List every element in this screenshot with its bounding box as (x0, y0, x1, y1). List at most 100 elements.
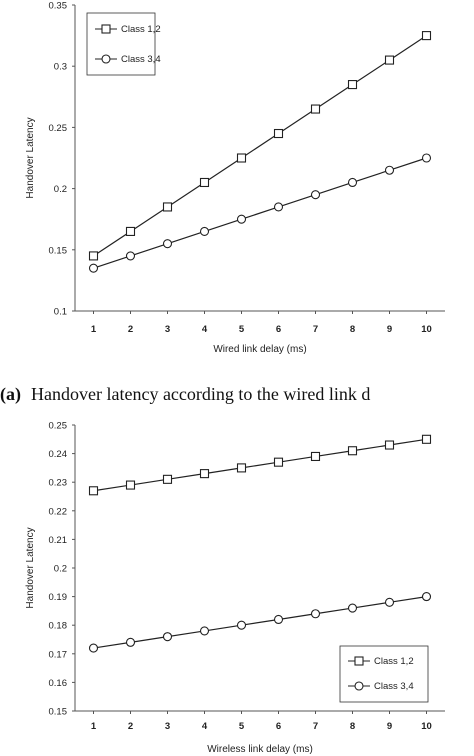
chart-b-y-tick-label: 0.18 (49, 621, 68, 632)
chart-b-y-tick-label: 0.2 (54, 564, 67, 575)
chart-a-point-class-1-2 (384, 55, 395, 65)
chart-a-point-class-1-2 (199, 177, 210, 188)
legend-a-label-class-3-4: Class 3,4 (121, 54, 161, 65)
chart-a-y-label: Handover Latency (25, 117, 36, 198)
legend-a-label-class-1-2: Class 1,2 (121, 24, 161, 35)
chart-a-series-line-class-3-4 (93, 157, 427, 269)
chart-b-x-label: Wireless link delay (ms) (207, 744, 313, 755)
chart-b-point-class-3-4 (125, 637, 136, 647)
chart-a-point-class-1-2 (236, 153, 247, 163)
chart-a-x-tick-label: 6 (276, 324, 281, 335)
panel-a-caption-text: Handover latency according to the wired … (31, 384, 370, 404)
chart-a-legend-box (86, 12, 156, 76)
chart-a-point-class-3-4 (384, 165, 395, 175)
chart-b-y-tick-label: 0.23 (49, 478, 68, 489)
chart-b-point-class-3-4 (347, 603, 358, 613)
chart-b-series-line-class-3-4 (93, 596, 427, 649)
legend-a-marker-class-1-2 (101, 24, 111, 34)
chart-b-point-class-3-4 (310, 609, 321, 619)
chart-a: Handover Latency Wired link delay (ms) 0… (25, 1, 445, 355)
panel-a-caption: (a) Handover latency according to the wir… (0, 384, 370, 405)
chart-a-point-class-3-4 (421, 153, 432, 163)
chart-b: Handover Latency Wireless link delay (ms… (25, 421, 445, 755)
chart-b-x-tick-label: 4 (202, 721, 208, 732)
chart-b-point-class-1-2 (347, 446, 358, 456)
chart-b-x-tick-label: 8 (350, 721, 355, 732)
chart-a-point-class-1-2 (421, 31, 432, 41)
chart-a-point-class-1-2 (347, 80, 358, 90)
chart-b-point-class-1-2 (310, 451, 321, 462)
chart-a-x-tick-label: 2 (128, 324, 133, 335)
chart-a-point-class-1-2 (162, 202, 173, 212)
chart-b-x-tick-label: 7 (313, 721, 318, 732)
chart-a-x-tick-label: 9 (387, 324, 392, 335)
chart-a-point-class-3-4 (236, 214, 247, 224)
chart-a-x-tick-label: 7 (313, 324, 318, 335)
chart-b-y-label: Handover Latency (25, 527, 36, 608)
chart-a-point-class-1-2 (125, 226, 136, 236)
chart-b-point-class-1-2 (162, 474, 173, 484)
chart-b-point-class-3-4 (273, 614, 284, 625)
legend-a-marker-class-3-4 (101, 54, 111, 64)
chart-b-point-class-1-2 (88, 486, 99, 496)
chart-a-y-tick-label: 0.25 (49, 123, 68, 134)
chart-b-point-class-3-4 (236, 620, 247, 630)
chart-a-x-tick-label: 3 (165, 324, 170, 335)
chart-a-legend: Class 1,2 Class 3,4 (86, 12, 161, 76)
chart-b-point-class-3-4 (162, 632, 173, 642)
chart-b-point-class-1-2 (125, 480, 136, 490)
chart-b-x-tick-label: 2 (128, 721, 133, 732)
chart-b-x-tick-label: 9 (387, 721, 392, 732)
legend-b-label-class-3-4: Class 3,4 (374, 681, 414, 692)
chart-b-y-tick-label: 0.25 (49, 421, 68, 432)
chart-b-point-class-1-2 (384, 440, 395, 450)
chart-a-x-tick-label: 5 (239, 324, 245, 335)
chart-b-x-tick-label: 5 (239, 721, 245, 732)
chart-a-y-tick-label: 0.15 (49, 245, 68, 256)
chart-a-point-class-3-4 (125, 251, 136, 261)
chart-a-series-line-class-1-2 (93, 35, 427, 257)
chart-a-point-class-3-4 (199, 226, 210, 236)
chart-b-x-tick-label: 6 (276, 721, 281, 732)
chart-b-point-class-1-2 (273, 457, 284, 467)
chart-b-y-tick-label: 0.15 (49, 707, 68, 718)
chart-b-x-tick-label: 3 (165, 721, 170, 732)
chart-a-y-tick-label: 0.35 (49, 1, 68, 12)
chart-b-legend: Class 1,2 Class 3,4 (339, 645, 429, 703)
chart-b-point-class-3-4 (199, 626, 210, 636)
chart-a-point-class-3-4 (273, 202, 284, 212)
chart-b-point-class-1-2 (236, 463, 247, 473)
chart-a-point-class-3-4 (162, 239, 173, 249)
legend-b-label-class-1-2: Class 1,2 (374, 656, 414, 667)
chart-b-legend-box (339, 645, 429, 703)
chart-a-point-class-1-2 (273, 128, 284, 139)
chart-a-y-tick-label: 0.2 (54, 184, 67, 195)
chart-b-point-class-3-4 (421, 592, 432, 602)
chart-b-point-class-3-4 (384, 597, 395, 607)
chart-b-y-tick-label: 0.19 (49, 592, 68, 603)
chart-a-x-label: Wired link delay (ms) (213, 344, 306, 355)
chart-b-y-tick-label: 0.17 (49, 649, 68, 660)
chart-b-y-tick-label: 0.24 (49, 449, 68, 460)
legend-b-marker-class-3-4 (354, 681, 364, 691)
chart-b-point-class-3-4 (88, 643, 99, 653)
chart-b-point-class-1-2 (421, 434, 432, 444)
chart-a-point-class-3-4 (347, 177, 358, 188)
chart-a-point-class-3-4 (310, 190, 321, 200)
chart-a-x-tick-label: 4 (202, 324, 208, 335)
chart-a-x-tick-label: 1 (91, 324, 97, 335)
chart-b-x-tick-label: 10 (421, 721, 432, 732)
chart-a-x-tick-label: 8 (350, 324, 355, 335)
chart-b-y-tick-label: 0.22 (49, 506, 68, 517)
chart-b-x-tick-label: 1 (91, 721, 97, 732)
panel-a-caption-tag: (a) (0, 384, 21, 405)
chart-b-point-class-1-2 (199, 469, 210, 479)
chart-a-point-class-3-4 (88, 263, 99, 273)
chart-a-y-tick-label: 0.3 (54, 62, 67, 73)
chart-a-point-class-1-2 (310, 104, 321, 114)
chart-b-series-line-class-1-2 (93, 438, 427, 492)
chart-a-point-class-1-2 (88, 251, 99, 261)
chart-b-y-tick-label: 0.21 (49, 535, 68, 546)
chart-a-x-tick-label: 10 (421, 324, 432, 335)
